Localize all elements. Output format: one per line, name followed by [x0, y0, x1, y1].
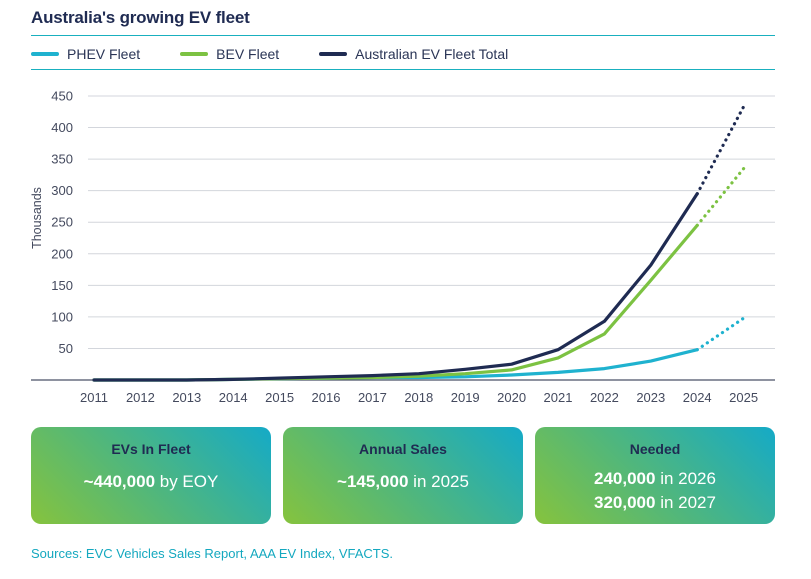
- legend-swatch-bev: [180, 52, 209, 56]
- chart-title: Australia's growing EV fleet: [31, 8, 250, 27]
- legend-item-total: Australian EV Fleet Total: [319, 46, 508, 62]
- y-tick-label: 450: [51, 89, 73, 104]
- x-tick-label: 2019: [451, 390, 480, 405]
- legend-label-phev: PHEV Fleet: [67, 46, 141, 62]
- x-tick-label: 2024: [683, 390, 712, 405]
- x-tick-label: 2023: [636, 390, 665, 405]
- y-tick-label: 200: [51, 246, 73, 261]
- y-axis-title: Thousands: [30, 187, 44, 249]
- legend-swatch-phev: [31, 52, 59, 56]
- y-tick-label: 400: [51, 120, 73, 135]
- card-needed: Needed 240,000 in 2026 320,000 in 2027: [535, 427, 775, 524]
- card-title: EVs In Fleet: [111, 441, 191, 457]
- x-tick-label: 2013: [172, 390, 201, 405]
- y-tick-label: 250: [51, 215, 73, 230]
- x-tick-label: 2018: [404, 390, 433, 405]
- x-tick-label: 2016: [312, 390, 341, 405]
- y-tick-label: 100: [51, 309, 73, 324]
- legend-item-phev: PHEV Fleet: [31, 46, 140, 62]
- card-evs-in-fleet: EVs In Fleet ~440,000 by EOY: [31, 427, 271, 524]
- y-tick-label: 50: [59, 341, 73, 356]
- legend-divider: [31, 69, 775, 70]
- legend-label-total: Australian EV Fleet Total: [355, 46, 509, 62]
- x-tick-label: 2022: [590, 390, 619, 405]
- summary-cards: EVs In Fleet ~440,000 by EOY Annual Sale…: [31, 427, 775, 524]
- card-title: Needed: [629, 441, 681, 457]
- x-tick-label: 2021: [544, 390, 573, 405]
- card-value: ~145,000 in 2025: [337, 472, 469, 491]
- source-note: Sources: EVC Vehicles Sales Report, AAA …: [31, 546, 394, 561]
- x-tick-label: 2020: [497, 390, 526, 405]
- x-tick-label: 2017: [358, 390, 387, 405]
- series-projection-australian-ev-fleet-total: [695, 105, 746, 196]
- card-value: 240,000 in 2026 320,000 in 2027: [594, 469, 716, 512]
- line-chart: 50 100 150 200 250 300 350 400 450 2011 2012 2013 20…: [30, 89, 775, 405]
- x-tick-label: 2012: [126, 390, 155, 405]
- x-tick-label: 2014: [219, 390, 248, 405]
- y-tick-label: 350: [51, 152, 73, 167]
- y-tick-label: 300: [51, 183, 73, 198]
- series-projection-bev-fleet: [695, 167, 746, 227]
- legend-item-bev: BEV Fleet: [180, 46, 279, 62]
- title-divider: [31, 35, 775, 36]
- legend-label-bev: BEV Fleet: [216, 46, 280, 62]
- legend-swatch-total: [319, 52, 348, 56]
- card-value: ~440,000 by EOY: [83, 472, 219, 491]
- legend: PHEV Fleet BEV Fleet Australian EV Fleet…: [31, 44, 548, 64]
- x-tick-label: 2025: [729, 390, 758, 405]
- y-tick-label: 150: [51, 278, 73, 293]
- series-line-bev-fleet: [92, 223, 699, 382]
- x-tick-label: 2015: [265, 390, 294, 405]
- card-title: Annual Sales: [359, 441, 447, 457]
- series-projection-phev-fleet: [695, 316, 746, 352]
- x-tick-label: 2011: [80, 390, 108, 405]
- card-annual-sales: Annual Sales ~145,000 in 2025: [283, 427, 523, 524]
- series-line-australian-ev-fleet-total: [92, 192, 699, 382]
